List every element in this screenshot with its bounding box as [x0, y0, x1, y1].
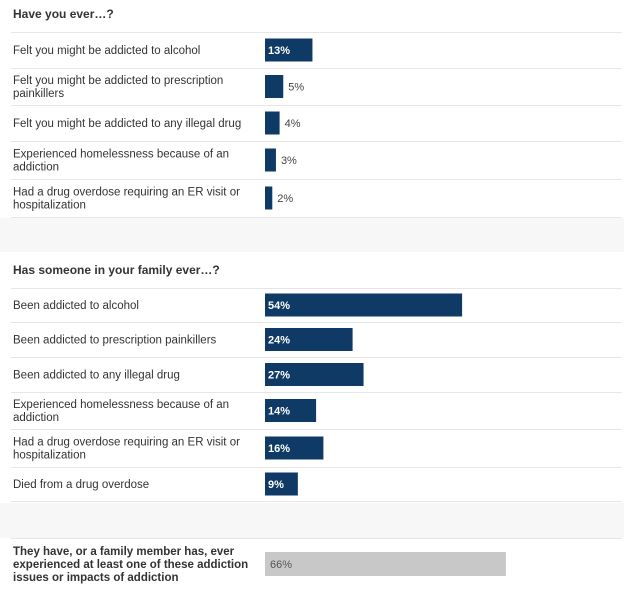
section-gap [0, 218, 624, 252]
category-label-line: Had a drug overdose requiring an ER visi… [13, 187, 240, 199]
value-label: 2% [277, 193, 293, 205]
bar [265, 38, 313, 62]
category-label: Experienced homelessness because of an ad… [13, 149, 229, 174]
value-label: 5% [288, 82, 304, 94]
value-label: 9% [268, 479, 284, 491]
category-label-line: Died from a drug overdose [13, 479, 149, 491]
value-label: 27% [268, 370, 290, 382]
category-label: Felt you might be addicted to prescripti… [13, 75, 223, 100]
summary-label: They have, or a family member has, ever e… [13, 546, 248, 584]
category-label: Experienced homelessness because of an ad… [13, 399, 229, 424]
value-label: 16% [268, 443, 290, 455]
category-label: Felt you might be addicted to any illega… [13, 118, 241, 130]
category-label-line: Experienced homelessness because of an [13, 149, 229, 161]
bar [265, 436, 324, 460]
category-label-line: Experienced homelessness because of an [13, 399, 229, 411]
value-label: 13% [268, 45, 290, 57]
value-label: 4% [285, 118, 301, 130]
category-label-line: Been addicted to alcohol [13, 300, 139, 312]
section-title: Has someone in your family ever…? [13, 263, 220, 277]
value-label: 54% [268, 300, 290, 312]
bar [265, 293, 463, 317]
category-label: Had a drug overdose requiring an ER visi… [13, 187, 240, 212]
category-label-line: experienced at least one of these addict… [13, 559, 248, 571]
category-label-line: addiction [13, 412, 59, 424]
category-label-line: painkillers [13, 88, 64, 100]
category-label: Died from a drug overdose [13, 479, 149, 491]
category-label: Had a drug overdose requiring an ER visi… [13, 437, 240, 462]
value-label: 14% [268, 406, 290, 418]
summary-bar [265, 552, 506, 576]
value-label: 3% [281, 155, 297, 167]
category-label-line: Had a drug overdose requiring an ER visi… [13, 437, 240, 449]
bar [265, 472, 298, 496]
category-label-line: Felt you might be addicted to alcohol [13, 45, 200, 57]
category-label-line: Felt you might be addicted to any illega… [13, 118, 241, 130]
category-label-line: hospitalization [13, 450, 86, 462]
category-label: Been addicted to prescription painkiller… [13, 335, 217, 347]
category-label-line: Been addicted to any illegal drug [13, 370, 180, 382]
category-label: Been addicted to alcohol [13, 300, 139, 312]
bar [265, 399, 317, 422]
bar [265, 148, 276, 172]
bar [265, 111, 280, 135]
category-label-line: hospitalization [13, 200, 86, 212]
category-label-line: Been addicted to prescription painkiller… [13, 335, 217, 347]
category-label-line: issues or impacts of addiction [13, 572, 179, 584]
value-label: 66% [270, 559, 292, 571]
bar [265, 186, 273, 210]
category-label-line: addiction [13, 162, 59, 174]
category-label-line: They have, or a family member has, ever [13, 546, 235, 558]
bar [265, 75, 284, 98]
category-label: Felt you might be addicted to alcohol [13, 45, 200, 57]
category-label-line: Felt you might be addicted to prescripti… [13, 75, 223, 87]
bar [265, 328, 353, 351]
category-label: Been addicted to any illegal drug [13, 370, 180, 382]
section-title: Have you ever…? [13, 7, 114, 21]
bar [265, 363, 364, 386]
value-label: 24% [268, 335, 290, 347]
section-gap [0, 503, 624, 538]
